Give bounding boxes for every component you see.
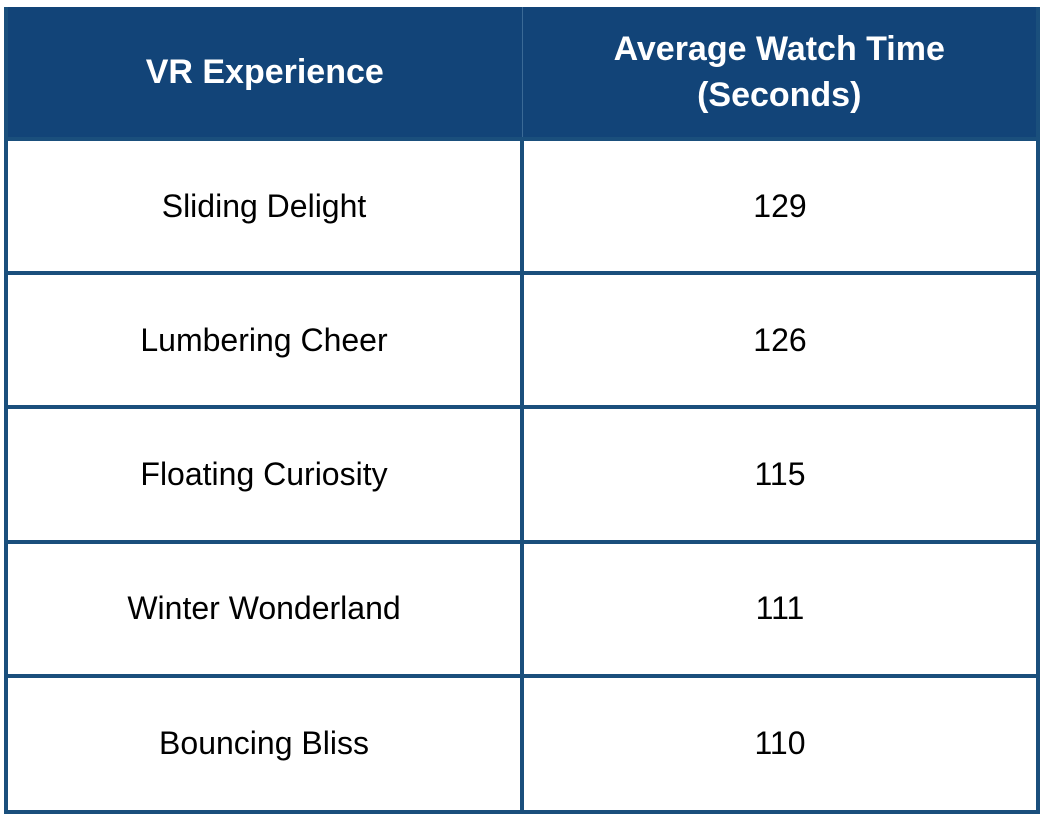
cell-experience: Sliding Delight (8, 136, 524, 274)
column-header-watch-time-line1: Average Watch Time (613, 30, 945, 68)
cell-experience: Floating Curiosity (8, 405, 524, 542)
column-header-watch-time-line2: (Seconds) (697, 76, 862, 114)
table-row: Winter Wonderland 111 (8, 539, 1036, 676)
data-table: VR Experience Average Watch Time (Second… (4, 7, 1040, 814)
cell-watch-time: 126 (522, 271, 1036, 408)
table-row: Sliding Delight 129 (8, 136, 1036, 274)
cell-experience: Lumbering Cheer (8, 271, 524, 408)
table-row: Bouncing Bliss 110 (8, 673, 1036, 810)
cell-experience: Winter Wonderland (8, 539, 524, 676)
cell-watch-time: 111 (522, 539, 1036, 676)
column-header-experience: VR Experience (8, 7, 523, 139)
header-row: VR Experience Average Watch Time (Second… (8, 7, 1036, 139)
table-row: Floating Curiosity 115 (8, 405, 1036, 542)
cell-watch-time: 115 (522, 405, 1036, 542)
table-body: Sliding Delight 129 Lumbering Cheer 126 … (8, 136, 1036, 810)
cell-watch-time: 129 (522, 136, 1036, 274)
table-header: VR Experience Average Watch Time (Second… (8, 7, 1036, 139)
cell-watch-time: 110 (522, 673, 1036, 810)
column-header-experience-label: VR Experience (145, 53, 384, 91)
watch-time-table: VR Experience Average Watch Time (Second… (8, 7, 1036, 810)
column-header-watch-time: Average Watch Time (Seconds) (522, 7, 1036, 139)
cell-experience: Bouncing Bliss (8, 673, 524, 810)
table-row: Lumbering Cheer 126 (8, 271, 1036, 408)
